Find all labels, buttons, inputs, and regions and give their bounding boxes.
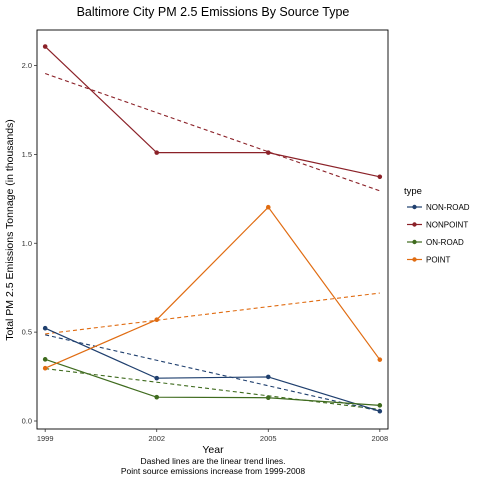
plot-panel xyxy=(36,29,389,430)
series-line-nonpoint xyxy=(44,46,380,178)
series-line-on-road xyxy=(44,358,380,406)
data-point-nonpoint xyxy=(154,150,160,155)
data-point-point xyxy=(154,317,160,322)
data-point-non-road xyxy=(377,408,383,414)
trend-lines xyxy=(44,73,381,412)
y-tick-label: 1.5 xyxy=(22,150,32,159)
data-point-nonpoint xyxy=(265,150,271,155)
data-point-on-road xyxy=(377,403,383,408)
caption-line-1: Dashed lines are the linear trend lines. xyxy=(140,456,285,466)
y-tick-label: 0.5 xyxy=(22,328,32,337)
caption-line-2: Point source emissions increase from 199… xyxy=(121,466,306,476)
trend-line-on-road xyxy=(45,368,380,410)
data-point-on-road xyxy=(42,357,48,362)
legend-title: type xyxy=(404,186,422,197)
x-axis-label: Year xyxy=(202,444,224,456)
trend-line-non-road xyxy=(45,334,380,412)
y-tick-label: 2.0 xyxy=(22,61,32,70)
x-tick-label: 2008 xyxy=(371,434,388,443)
data-point-point xyxy=(377,357,383,362)
data-point-point xyxy=(265,204,271,210)
legend-label-non-road: NON-ROAD xyxy=(426,203,470,212)
data-point-point xyxy=(42,365,48,371)
legend-label-on-road: ON-ROAD xyxy=(426,238,464,247)
y-tick-label: 1.0 xyxy=(22,239,32,248)
data-point-non-road xyxy=(42,325,48,331)
data-point-on-road xyxy=(265,395,271,401)
series-line-point xyxy=(44,206,381,369)
legend-key-point-non-road xyxy=(412,204,417,210)
legend: type NON-ROAD NONPOINT ON-ROAD POINT xyxy=(404,186,470,265)
series-lines xyxy=(44,46,381,412)
series-points xyxy=(42,44,383,414)
chart-title: Baltimore City PM 2.5 Emissions By Sourc… xyxy=(77,5,350,19)
y-axis: 0.0 0.5 1.0 1.5 2.0 xyxy=(22,61,37,426)
series-line-non-road xyxy=(44,327,380,412)
legend-label-nonpoint: NONPOINT xyxy=(426,221,468,230)
trend-line-point xyxy=(45,292,380,335)
legend-key-point-on-road xyxy=(412,239,417,245)
data-point-nonpoint xyxy=(42,44,48,49)
y-axis-label: Total PM 2.5 Emissions Tonnage (in thous… xyxy=(4,119,16,341)
legend-label-point: POINT xyxy=(426,256,451,265)
legend-key-point-point xyxy=(412,257,417,262)
trend-line-nonpoint xyxy=(44,73,381,192)
x-axis: 1999 2002 2005 2008 xyxy=(37,429,388,443)
data-point-nonpoint xyxy=(377,174,383,180)
x-tick-label: 1999 xyxy=(37,434,54,443)
data-point-on-road xyxy=(154,394,160,400)
x-tick-label: 2005 xyxy=(260,434,277,443)
y-tick-label: 0.0 xyxy=(22,417,32,426)
data-point-non-road xyxy=(154,375,160,381)
data-point-non-road xyxy=(265,374,271,380)
legend-key-point-nonpoint xyxy=(412,222,417,227)
x-tick-label: 2002 xyxy=(148,434,165,443)
